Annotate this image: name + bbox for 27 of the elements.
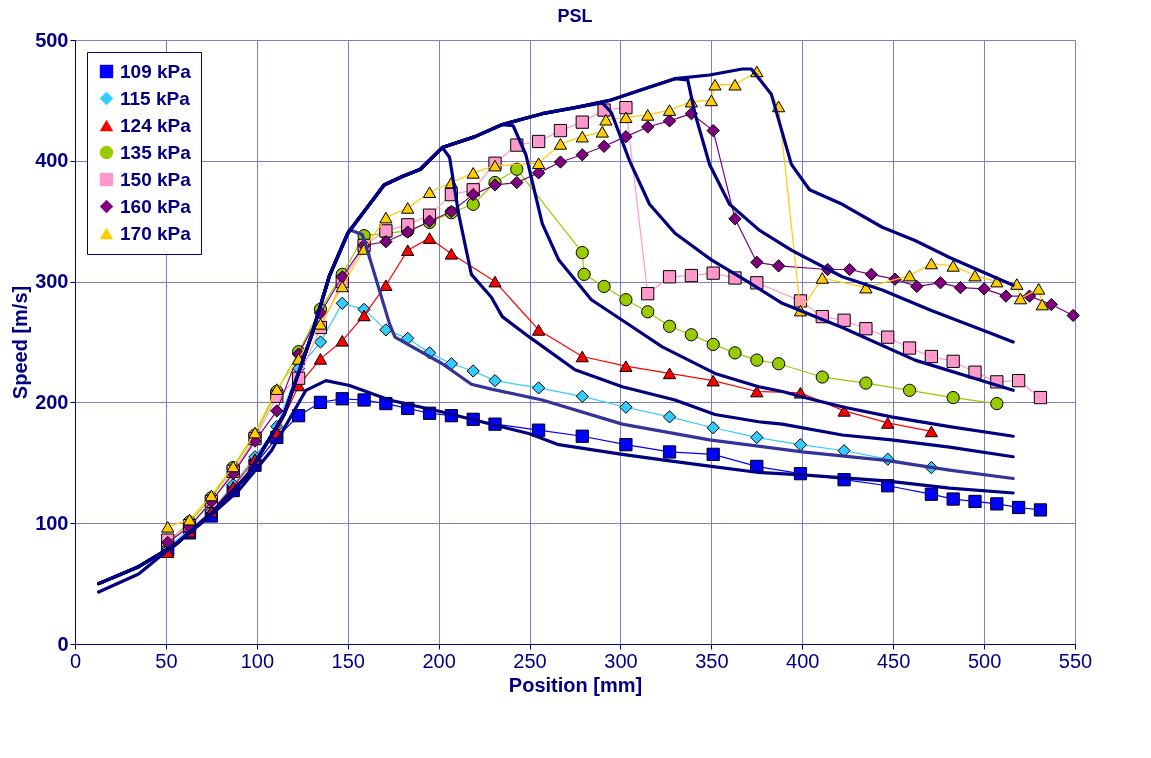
y-tick-label: 0 — [57, 632, 69, 655]
y-tick-label: 400 — [35, 149, 69, 172]
y-tick-label: 100 — [35, 511, 69, 534]
legend-label: 170 kPa — [120, 222, 192, 244]
legend-label: 115 kPa — [120, 87, 191, 109]
legend-label: 109 kPa — [120, 60, 192, 82]
y-tick-label: 300 — [35, 270, 69, 293]
x-tick-label: 550 — [1058, 649, 1093, 672]
y-tick-label: 200 — [35, 390, 69, 413]
x-tick-label: 200 — [422, 649, 456, 672]
x-tick-label: 500 — [967, 649, 1002, 672]
legend-label: 150 kPa — [120, 168, 192, 190]
y-tick-label: 500 — [35, 28, 69, 51]
x-tick-label: 100 — [240, 649, 275, 672]
legend-label: 160 kPa — [120, 195, 192, 217]
x-tick-label: 350 — [695, 649, 729, 672]
y-axis-title: Speed [m/s] — [9, 285, 32, 400]
x-tick-label: 150 — [331, 649, 365, 672]
x-tick-label: 300 — [604, 649, 638, 672]
x-tick-label: 250 — [513, 649, 547, 672]
legend-label: 124 kPa — [120, 114, 192, 136]
x-tick-label: 50 — [155, 649, 178, 672]
chart-title: PSL — [557, 6, 593, 26]
x-tick-label: 450 — [876, 649, 911, 672]
legend-label: 135 kPa — [120, 141, 192, 163]
x-axis-title: Position [mm] — [508, 673, 643, 696]
x-tick-label: 400 — [786, 649, 820, 672]
